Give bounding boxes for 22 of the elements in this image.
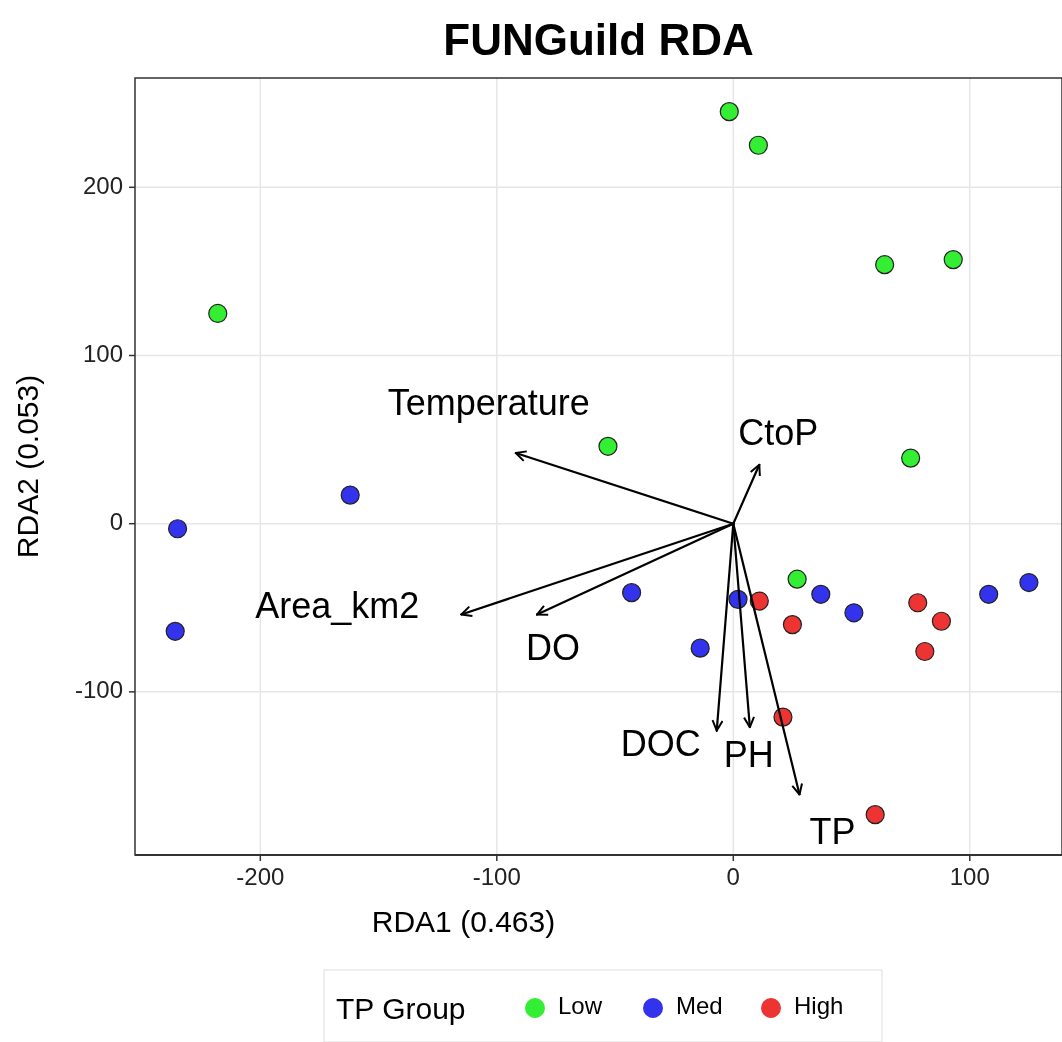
x-tick-label: -100 [472, 863, 521, 890]
annotation: Temperature [387, 381, 590, 423]
legend-label: High [794, 992, 844, 1020]
x-tick-label: -200 [236, 863, 285, 890]
x-axis-title: RDA1 (0.463) [371, 905, 556, 938]
x-tick-label: 100 [949, 863, 990, 890]
legend-label: Med [676, 992, 723, 1020]
chart-title: FUNGuild RDA [443, 15, 754, 64]
annotation: TP [809, 810, 856, 852]
legend-label: Low [558, 992, 603, 1020]
annotation: Area_km2 [255, 585, 420, 627]
annotation: PH [723, 733, 774, 775]
x-tick-label: 0 [726, 863, 740, 890]
annotation: DOC [620, 723, 701, 765]
annotation: CtoP [738, 412, 819, 454]
y-tick-label: -100 [74, 676, 123, 704]
y-axis-title: RDA2 (0.053) [11, 374, 44, 559]
y-tick-label: 0 [109, 508, 123, 536]
y-tick-label: 100 [82, 339, 123, 367]
annotation: DO [526, 627, 581, 669]
legend-title: TP Group [336, 991, 466, 1025]
y-tick-label: 200 [82, 171, 123, 199]
